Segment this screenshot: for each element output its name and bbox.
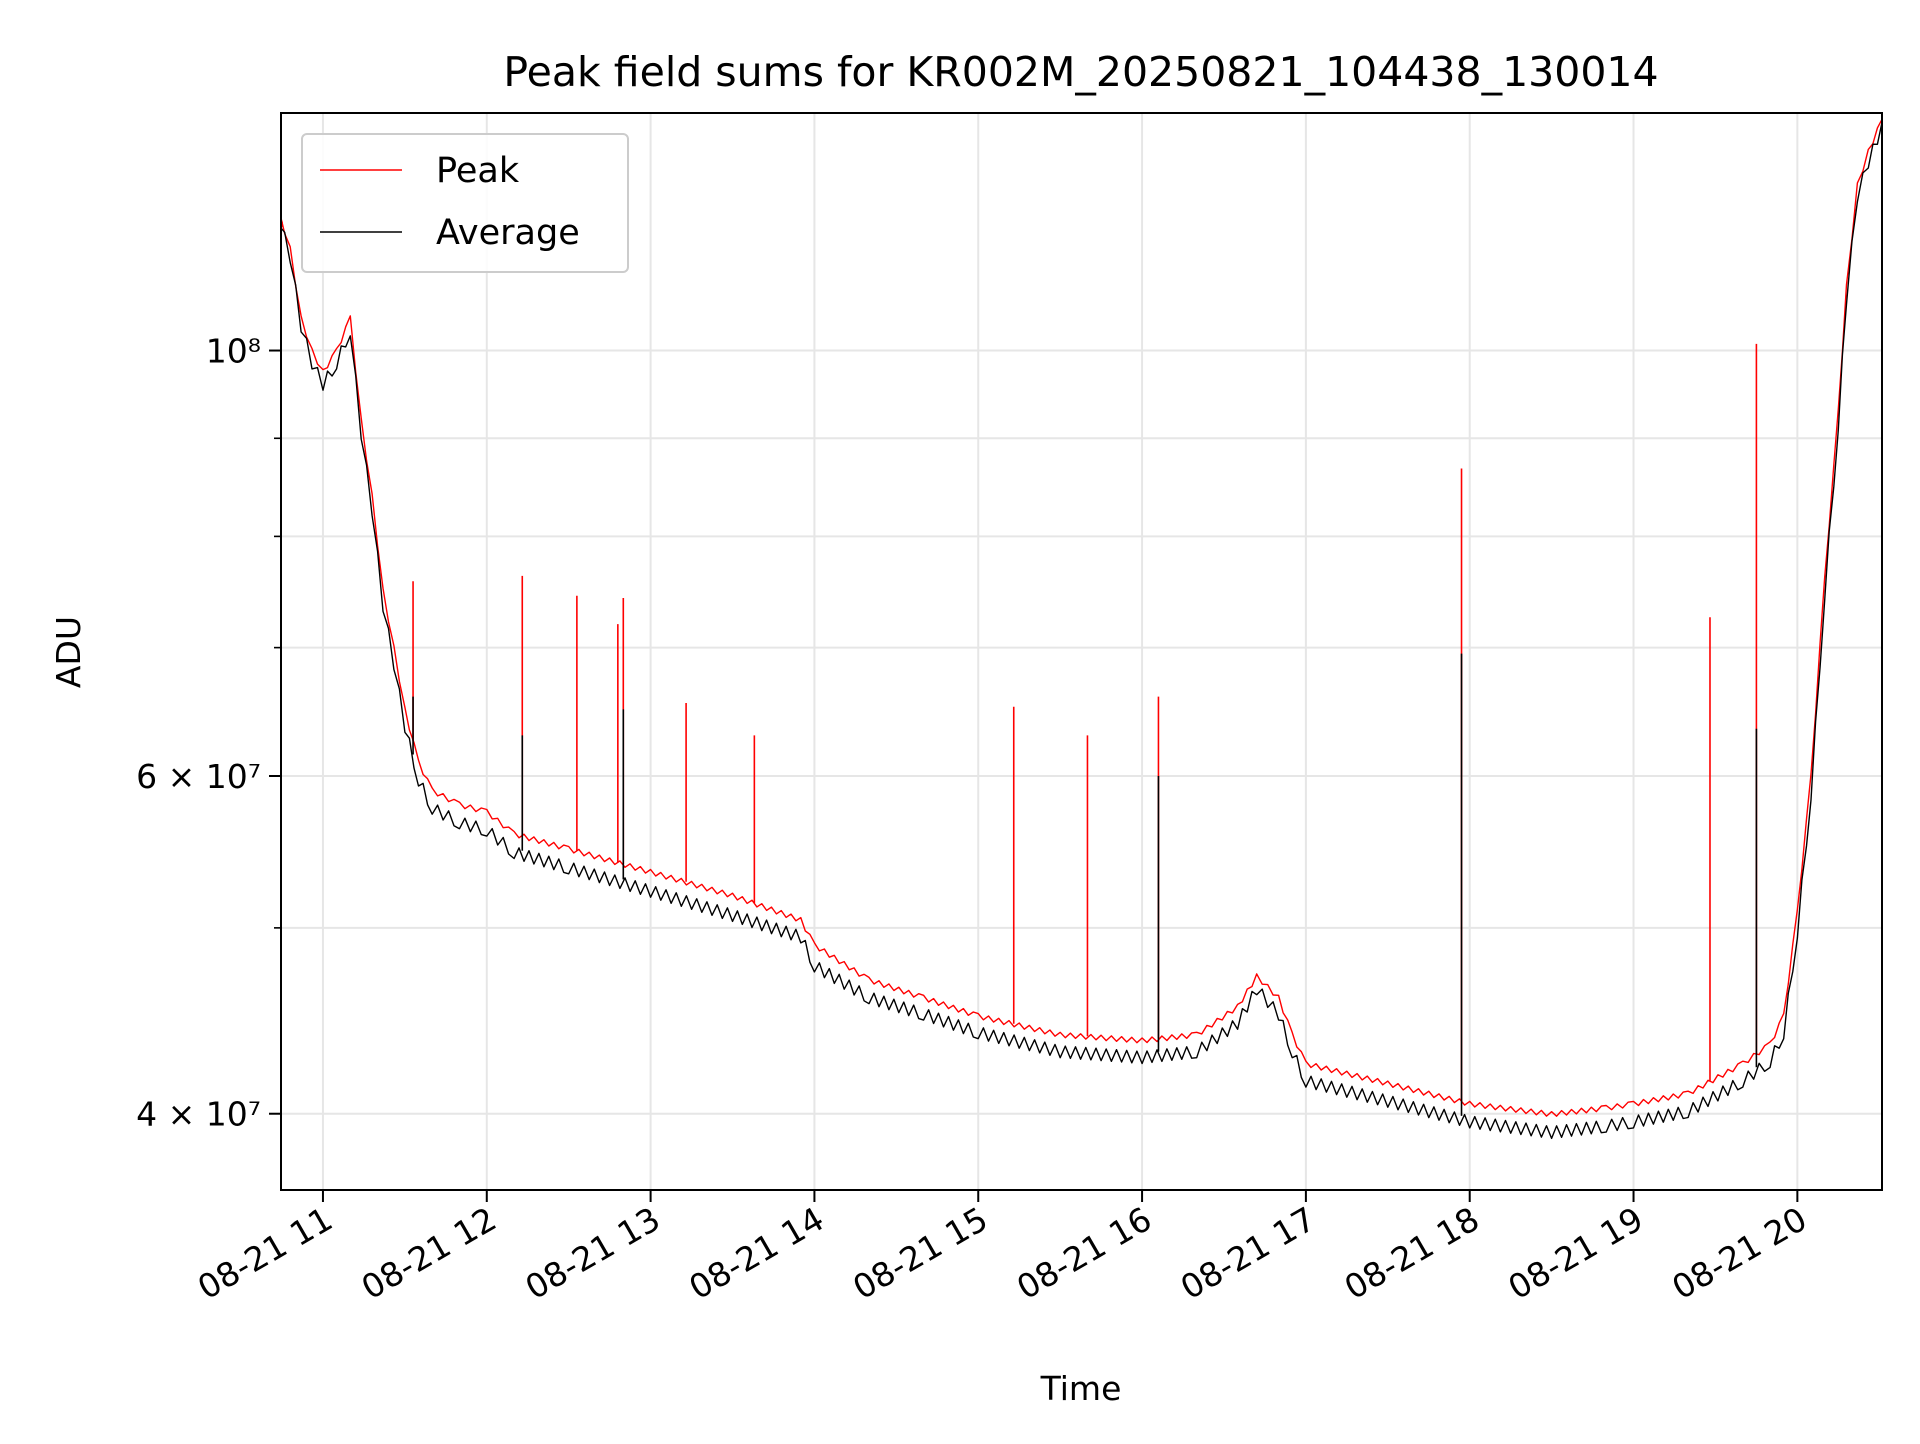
y-axis: 4 × 10⁷ 6 × 10⁷ 10⁸ xyxy=(136,332,281,1134)
y-tick-label: 4 × 10⁷ xyxy=(136,1095,261,1134)
plot-frame xyxy=(280,112,1883,1191)
x-axis-label: Time xyxy=(1040,1369,1122,1408)
y-tick-label: 6 × 10⁷ xyxy=(136,757,261,796)
series-1 xyxy=(281,122,1882,1140)
chart-title: Peak field sums for KR002M_20250821_1044… xyxy=(503,48,1658,96)
legend: Peak Average xyxy=(301,133,629,273)
series-line-peak xyxy=(281,118,1882,1117)
y-tick-label: 10⁸ xyxy=(206,332,261,371)
legend-label-peak: Peak xyxy=(436,151,520,191)
grid-layer xyxy=(281,113,1882,1190)
legend-label-average: Average xyxy=(436,213,580,253)
series-line-average xyxy=(281,122,1882,1140)
y-axis-label: ADU xyxy=(49,616,88,688)
legend-box xyxy=(301,133,629,273)
series-layer xyxy=(281,118,1882,1140)
